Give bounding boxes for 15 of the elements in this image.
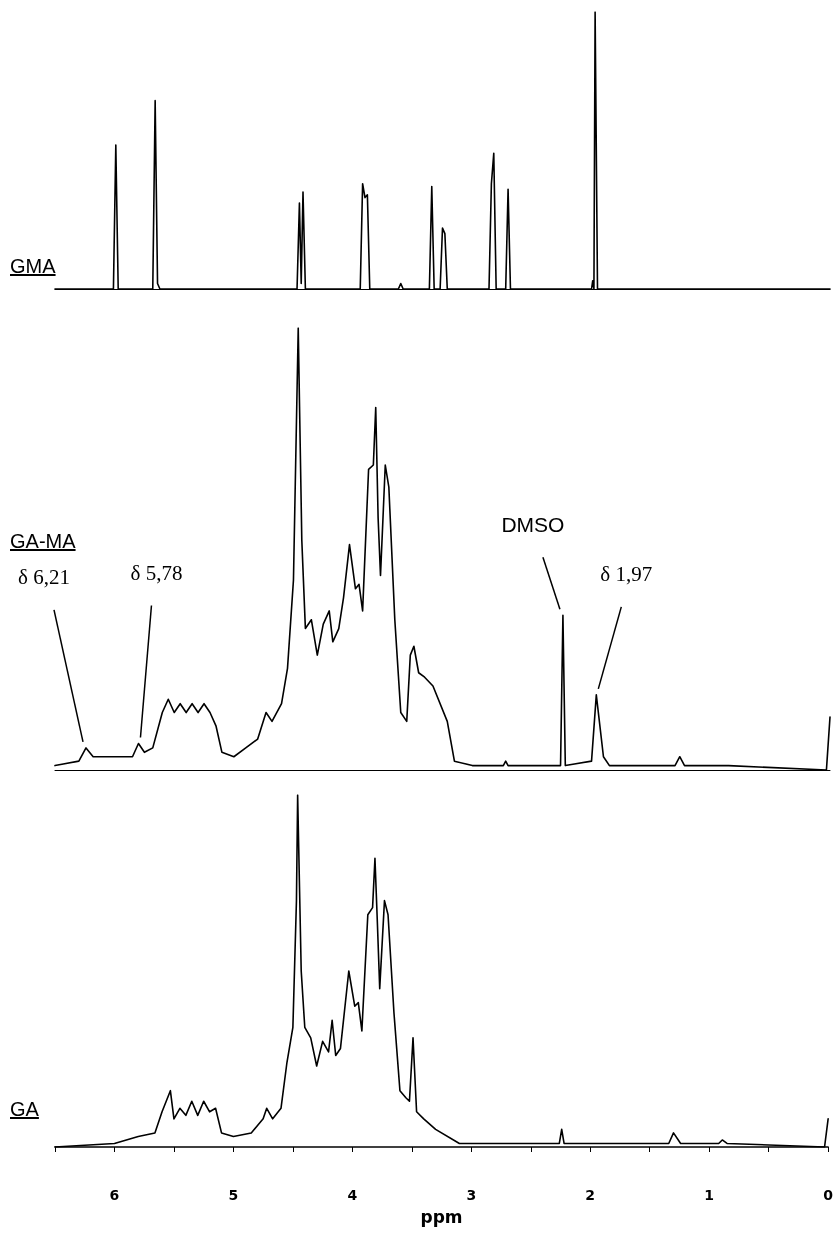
annotation: δ 6,21: [18, 565, 70, 590]
annotation: δ 5,78: [130, 560, 183, 585]
annotation: δ 1,97: [600, 562, 653, 587]
x-axis-title: ppm: [420, 1206, 463, 1227]
x-tick-label: 3: [466, 1187, 477, 1203]
x-tick-label: 5: [228, 1187, 239, 1203]
x-tick-label: 4: [347, 1187, 358, 1203]
text: GA-MA: [10, 530, 76, 553]
annotation: DMSO: [501, 513, 565, 537]
x-tick-label: 6: [109, 1187, 120, 1203]
x-tick-label: 0: [823, 1187, 834, 1203]
x-tick-label: 1: [704, 1187, 715, 1203]
series-label: GA: [10, 1098, 39, 1121]
x-tick-label: 2: [585, 1187, 596, 1203]
series-label: GMA: [10, 255, 56, 278]
